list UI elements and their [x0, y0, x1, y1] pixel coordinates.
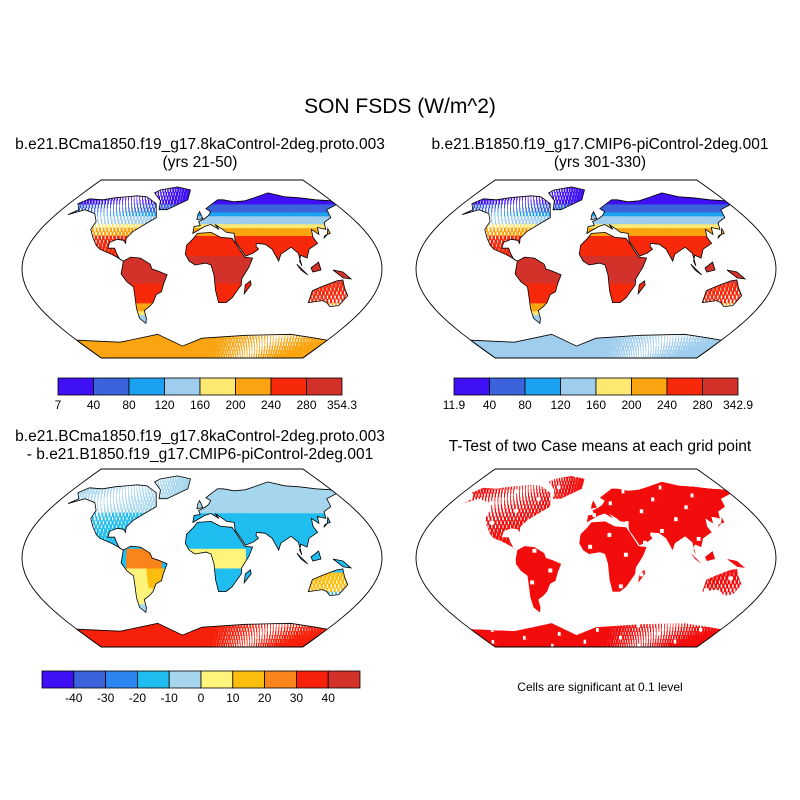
colorbar-case1-swatch-3 [164, 377, 201, 396]
panel-title-case1-line1: b.e21.BCma1850.f19_g17.8kaControl-2deg.p… [15, 136, 385, 153]
colorbar-case2-label-6: 240 [657, 398, 677, 412]
colorbar-diff: -40 -30 -20 -10 0 10 20 30 40 [41, 670, 361, 705]
colorbar-case1-label-5: 200 [225, 398, 245, 412]
map-ttest [415, 468, 777, 648]
colorbar-case1-label-2: 80 [122, 398, 136, 412]
colorbar-case1-swatch-0 [57, 377, 94, 396]
colorbar-case2-label-8: 342.9 [723, 398, 753, 412]
panel-title-diff: b.e21.BCma1850.f19_g17.8kaControl-2deg.p… [0, 428, 400, 464]
colorbar-case2-swatch-3 [560, 377, 597, 396]
map-case1 [21, 179, 383, 359]
colorbar-case1-label-0: 7 [55, 398, 62, 412]
colorbar-diff-swatch-2 [105, 670, 138, 689]
colorbar-case2-swatch-6 [666, 377, 703, 396]
colorbar-case2-swatch-1 [489, 377, 526, 396]
map-diff-border [21, 468, 383, 648]
colorbar-case2-swatch-2 [524, 377, 561, 396]
panel-title-case2-line2: (yrs 301-330) [553, 154, 647, 171]
colorbar-diff-label-0: -40 [65, 691, 83, 705]
colorbar-case2-label-0: 11.9 [443, 398, 466, 412]
significance-note: Cells are significant at 0.1 level [517, 680, 683, 694]
colorbar-case1-label-3: 120 [154, 398, 174, 412]
map-diff [21, 468, 383, 648]
colorbar-diff-swatch-3 [137, 670, 170, 689]
map-diff-cells [68, 475, 351, 647]
colorbar-case2-label-5: 200 [621, 398, 641, 412]
colorbar-case1-swatch-7 [306, 377, 343, 396]
map-case1-border [21, 179, 383, 359]
colorbar-diff-swatch-7 [264, 670, 297, 689]
colorbar-case1-swatch-4 [199, 377, 236, 396]
panel-title-diff-line1: b.e21.BCma1850.f19_g17.8kaControl-2deg.p… [15, 428, 385, 445]
colorbar-diff-label-3: -10 [161, 691, 179, 705]
colorbar-case1-label-6: 240 [261, 398, 281, 412]
panel-title-case1-line2: (yrs 21-50) [162, 154, 238, 171]
colorbar-diff-swatch-1 [73, 670, 106, 689]
panel-title-case2-line1: b.e21.B1850.f19_g17.CMIP6-piControl-2deg… [431, 136, 769, 153]
colorbar-diff-swatch-8 [295, 670, 329, 689]
colorbar-case1-swatch-5 [235, 377, 272, 396]
map-ttest-border [415, 468, 777, 648]
colorbar-diff-label-5: 10 [226, 691, 240, 705]
colorbar-diff-label-8: 40 [322, 691, 336, 705]
map-diff-coastlines [67, 475, 353, 647]
colorbar-diff-swatch-0 [41, 670, 75, 689]
colorbar-case2-swatch-0 [453, 377, 490, 396]
map-case2-cells [462, 186, 745, 358]
colorbar-case2-label-2: 80 [518, 398, 532, 412]
colorbar-case1-label-8: 354.3 [327, 398, 357, 412]
colorbar-diff-swatch-6 [232, 670, 266, 689]
colorbar-case2-label-7: 280 [692, 398, 712, 412]
panel-title-ttest: T-Test of two Case means at each grid po… [400, 438, 800, 456]
panel-title-ttest-line1: T-Test of two Case means at each grid po… [448, 438, 752, 455]
colorbar-case1-swatch-6 [270, 377, 307, 396]
colorbar-case1-swatch-1 [93, 377, 130, 396]
map-case1-coastlines [67, 186, 353, 358]
map-case2-coastlines [461, 186, 747, 358]
colorbar-diff-label-7: 30 [290, 691, 304, 705]
colorbar-case1-label-4: 160 [190, 398, 210, 412]
colorbar-case1-label-1: 40 [87, 398, 101, 412]
colorbar-case1-label-7: 280 [296, 398, 316, 412]
colorbar-diff-swatch-4 [168, 670, 202, 689]
colorbar-case1: 7 40 80 120 160 200 240 280 354.3 [55, 377, 357, 412]
colorbar-diff-label-4: 0 [198, 691, 205, 705]
colorbar-diff-label-2: -20 [129, 691, 147, 705]
colorbar-diff-swatch-5 [200, 670, 234, 689]
colorbar-case2-swatch-7 [702, 377, 739, 396]
colorbar-case2: 11.9 40 80 120 160 200 240 280 342.9 [443, 377, 753, 412]
colorbar-case2-label-3: 120 [550, 398, 570, 412]
figure-title: SON FSDS (W/m^2) [304, 95, 496, 118]
colorbar-diff-label-1: -30 [97, 691, 115, 705]
colorbar-case2-swatch-5 [631, 377, 668, 396]
map-case2 [415, 179, 777, 359]
panel-title-case1: b.e21.BCma1850.f19_g17.8kaControl-2deg.p… [0, 136, 400, 172]
colorbar-case2-label-1: 40 [483, 398, 497, 412]
map-case1-cells [68, 186, 351, 358]
colorbar-case1-swatch-2 [128, 377, 165, 396]
colorbar-diff-label-6: 20 [258, 691, 272, 705]
panel-title-diff-line2: - b.e21.B1850.f19_g17.CMIP6-piControl-2d… [26, 446, 374, 463]
map-ttest-cells [462, 475, 745, 647]
colorbar-case2-label-4: 160 [586, 398, 606, 412]
panel-title-case2: b.e21.B1850.f19_g17.CMIP6-piControl-2deg… [400, 136, 800, 172]
map-case2-border [415, 179, 777, 359]
colorbar-diff-swatch-9 [327, 670, 361, 689]
colorbar-case2-swatch-4 [595, 377, 632, 396]
